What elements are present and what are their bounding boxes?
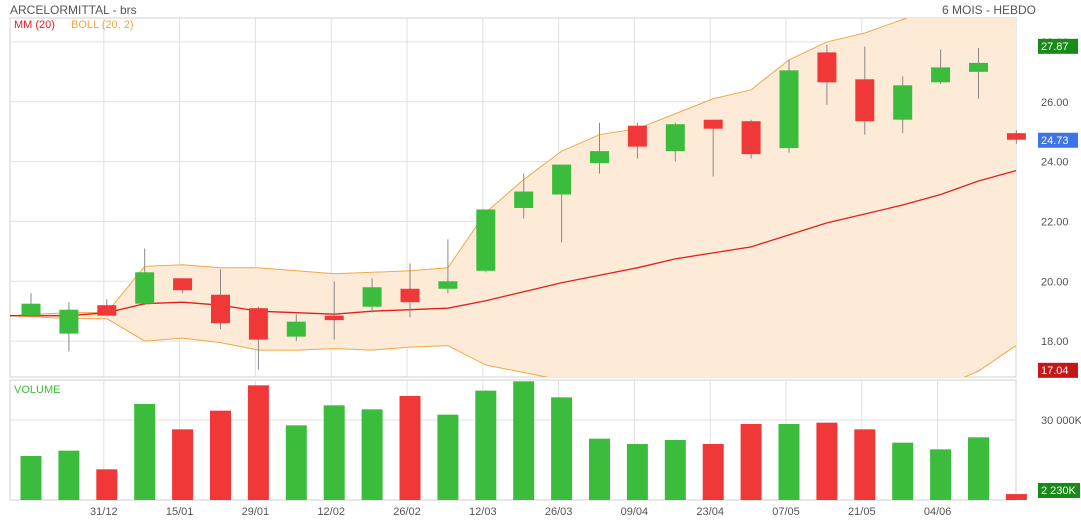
candle-body <box>21 303 41 316</box>
volume-last-box <box>1038 483 1080 498</box>
volume-bar <box>816 422 838 500</box>
x-tick-label: 15/01 <box>166 506 194 518</box>
volume-bar <box>399 396 421 500</box>
x-tick-label: 12/03 <box>469 506 497 518</box>
boll-band-fill <box>10 18 1016 377</box>
price-box-low <box>1038 362 1078 378</box>
volume-bar <box>551 397 573 500</box>
x-tick-label: 12/02 <box>317 506 345 518</box>
candle-body <box>779 70 799 149</box>
legend-volume: VOLUME <box>14 384 61 396</box>
candle-body <box>552 164 572 195</box>
volume-bar <box>968 437 989 500</box>
volume-bar <box>702 444 724 500</box>
legend-boll: BOLL (20, 2) <box>71 19 134 31</box>
volume-bar <box>210 410 231 500</box>
boll-lower-line <box>10 315 1016 377</box>
volume-panel-frame <box>9 379 1017 501</box>
price-box-label-low: 17.04 <box>1041 365 1069 377</box>
axes: 31/12 15/01 29/01 12/02 26/02 12/03 26/03 09/04… <box>90 37 1081 518</box>
volume-bar <box>58 450 80 500</box>
mm20-line <box>10 169 1017 317</box>
candle-body <box>59 309 79 334</box>
volume-bar <box>778 424 800 500</box>
candle-body <box>1006 133 1026 140</box>
y-tick-label: 24.00 <box>1041 157 1069 169</box>
volume-bar <box>626 444 648 500</box>
volume-bar <box>361 409 383 500</box>
x-tick-label: 09/04 <box>621 506 649 518</box>
volume-tick-label: 30 000K <box>1041 415 1081 427</box>
y-tick-label: 20.00 <box>1041 276 1069 288</box>
price-box-label-last: 24.73 <box>1041 135 1069 147</box>
x-tick-label: 04/06 <box>924 506 952 518</box>
x-tick-label: 21/05 <box>848 506 876 518</box>
x-tick-label: 26/02 <box>393 506 421 518</box>
candle-body <box>173 278 193 291</box>
price-box-high <box>1038 38 1078 54</box>
volume-bars <box>20 381 1027 500</box>
volume-bar <box>1005 494 1027 500</box>
chart-period: 6 MOIS - HEBDO <box>941 3 1036 17</box>
x-tick-label: 07/05 <box>772 506 800 518</box>
candle-body <box>362 287 382 307</box>
chart-title: ARCELORMITTAL - brs <box>10 3 137 17</box>
volume-bar <box>172 429 194 500</box>
volume-bar <box>892 442 914 500</box>
candle-body <box>627 125 647 147</box>
volume-bar <box>589 438 610 500</box>
moving-average <box>10 169 1017 317</box>
price-boxes: 27.87 24.73 17.04 2 230K <box>1038 38 1080 498</box>
volume-bar <box>20 456 42 500</box>
volume-last-label: 2 230K <box>1041 485 1077 497</box>
candle-body <box>476 209 496 271</box>
x-tick-label: 26/03 <box>545 506 573 518</box>
x-tick-label: 31/12 <box>90 506 118 518</box>
volume-bar <box>475 390 497 500</box>
candle-body <box>931 67 951 83</box>
candle-body <box>665 124 685 152</box>
y-tick-label: 18.00 <box>1041 336 1069 348</box>
candle-body <box>248 308 268 340</box>
volume-bar <box>513 381 535 500</box>
y-tick-label: 22.00 <box>1041 216 1069 228</box>
candle-body <box>286 321 306 337</box>
volume-bar <box>854 429 876 500</box>
candle-body <box>514 191 534 208</box>
candle-body <box>741 121 761 155</box>
legend-mm: MM (20) <box>14 19 55 31</box>
candle-body <box>703 119 723 129</box>
candle-body <box>135 272 155 304</box>
volume-bar <box>437 414 459 500</box>
candle-body <box>855 79 875 122</box>
volume-bar <box>96 469 118 500</box>
y-tick-label: 26.00 <box>1041 97 1069 109</box>
candle-body <box>211 294 230 324</box>
candles <box>21 44 1026 370</box>
x-tick-label: 29/01 <box>242 506 270 518</box>
volume-bar <box>134 404 156 500</box>
price-box-last <box>1038 132 1078 148</box>
candle-body <box>324 315 344 321</box>
candle-body <box>817 52 837 83</box>
volume-bar <box>323 405 345 500</box>
candle-body <box>893 85 913 120</box>
candle-body <box>438 281 458 289</box>
candle-body <box>590 151 609 164</box>
candle-body <box>400 288 420 303</box>
x-tick-label: 23/04 <box>696 506 724 518</box>
price-box-label-high: 27.87 <box>1041 41 1069 53</box>
candle-body <box>97 305 117 316</box>
volume-bar <box>930 449 952 500</box>
candle-body <box>969 62 988 72</box>
volume-bar <box>664 440 686 500</box>
volume-bar <box>740 424 762 500</box>
volume-bar <box>247 385 269 500</box>
volume-bar <box>285 425 307 500</box>
